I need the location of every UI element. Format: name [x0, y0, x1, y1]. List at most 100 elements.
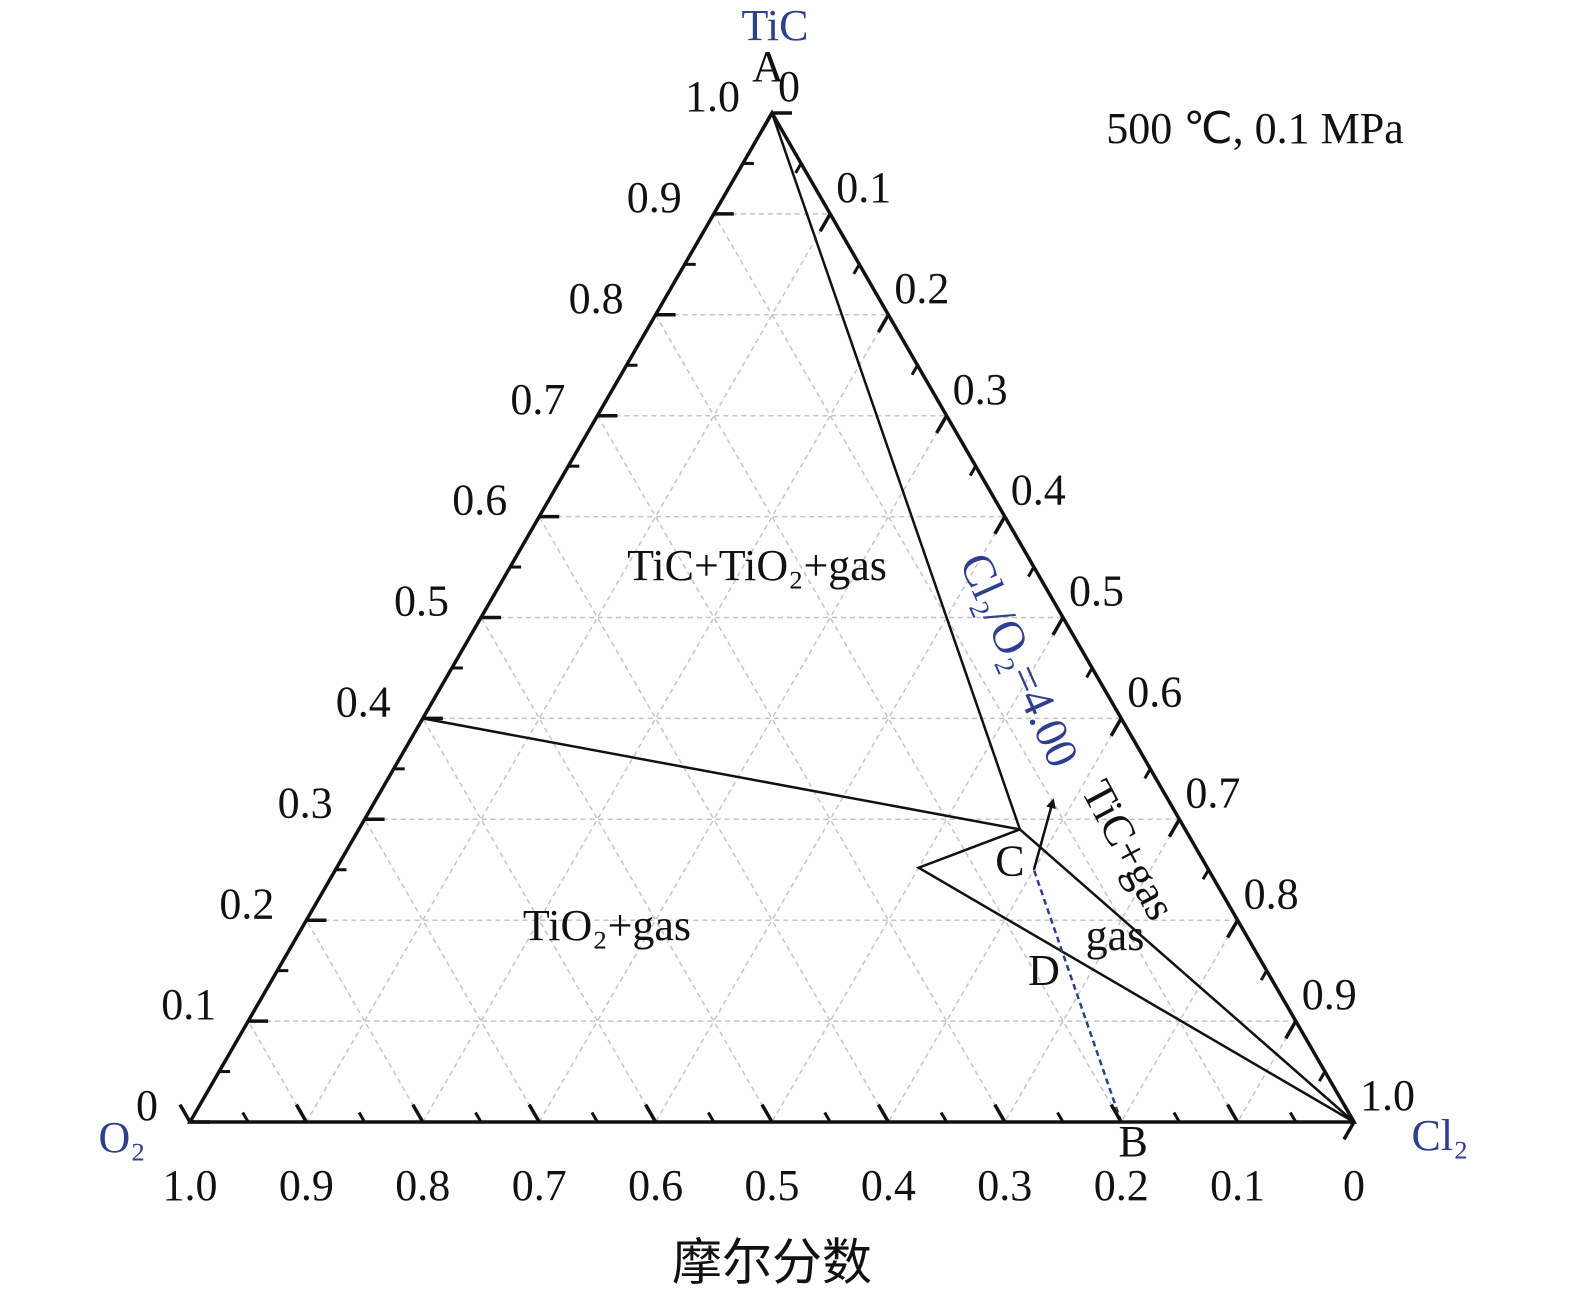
- minor-tick: [357, 1111, 366, 1123]
- minor-tick: [1027, 566, 1036, 578]
- tick-mark: [294, 1103, 308, 1123]
- point-label: C: [995, 836, 1024, 885]
- grid: [247, 213, 1297, 1123]
- tick-label: 0.6: [1127, 667, 1182, 716]
- grid-line: [538, 415, 948, 1123]
- point-label: D: [1028, 946, 1060, 995]
- annotation: 500 ℃, 0.1 MPa: [1106, 104, 1404, 153]
- minor-tick: [1085, 667, 1094, 679]
- point-label: A: [752, 42, 784, 91]
- tick-label: 0.2: [219, 879, 274, 928]
- tick-label: 0: [136, 1081, 158, 1130]
- tick-label: 0.5: [745, 1161, 800, 1210]
- tick-label: 0.8: [1244, 869, 1299, 918]
- arrow: [1032, 798, 1056, 871]
- region-label: TiC+TiO₂+gas: [627, 541, 887, 590]
- tick-mark: [993, 1103, 1007, 1123]
- tick-label: 0.7: [1185, 768, 1240, 817]
- tick-mark: [1226, 919, 1240, 939]
- tick-label: 0.7: [510, 375, 565, 424]
- tick-label: 0.2: [894, 264, 949, 313]
- minor-tick: [1318, 1070, 1327, 1082]
- tick-mark: [935, 414, 949, 434]
- tick-label: 0.8: [569, 274, 624, 323]
- minor-tick: [1201, 868, 1210, 881]
- tick-mark: [1342, 1121, 1356, 1141]
- minor-tick: [794, 162, 803, 174]
- tick-label: 0.7: [512, 1161, 567, 1210]
- tick-label: 1.0: [685, 72, 740, 121]
- tick-label: 0.1: [161, 980, 216, 1029]
- region-label: gas: [1086, 911, 1145, 960]
- tick-mark: [760, 1103, 774, 1123]
- point-label: B: [1119, 1117, 1148, 1166]
- tick-label: 0.9: [627, 173, 682, 222]
- grid-line: [305, 213, 831, 1123]
- minor-tick: [1289, 1111, 1298, 1123]
- tick-mark: [411, 1103, 425, 1123]
- region-label: TiO₂+gas: [523, 901, 691, 950]
- region-label: TiC+gas: [1072, 772, 1186, 928]
- tick-label: 0.6: [452, 476, 507, 525]
- lines: [422, 112, 1355, 1124]
- tick-mark: [876, 313, 890, 333]
- minor-tick: [968, 465, 977, 477]
- tick-mark: [1051, 616, 1065, 636]
- tick-label: 0: [1343, 1161, 1365, 1210]
- minor-tick: [939, 1111, 948, 1123]
- tick-mark: [818, 213, 832, 233]
- grid-line: [887, 718, 1122, 1123]
- tick-mark: [527, 1103, 541, 1123]
- tick-label: 0.3: [278, 778, 333, 827]
- tick-label: 0: [778, 62, 800, 111]
- vertex-label: O₂: [98, 1113, 145, 1162]
- minor-tick: [590, 1111, 599, 1123]
- tick-label: 1.0: [163, 1161, 218, 1210]
- minor-tick: [823, 1111, 832, 1123]
- phase-boundary: [770, 112, 1022, 830]
- tick-mark: [760, 112, 774, 132]
- tick-mark: [1284, 1020, 1298, 1040]
- tick-label: 0.9: [279, 1161, 334, 1210]
- tick-label: 0.5: [394, 577, 449, 626]
- vertex-label: Cl₂: [1412, 1111, 1469, 1160]
- tick-mark: [1167, 818, 1181, 838]
- minor-tick: [474, 1111, 483, 1123]
- grid-line: [422, 314, 890, 1123]
- tick-label: 0.6: [628, 1161, 683, 1210]
- grid-line: [713, 213, 1239, 1123]
- tick-label: 0.5: [1069, 567, 1124, 616]
- minor-tick: [1143, 768, 1152, 780]
- tick-mark: [1342, 1103, 1356, 1123]
- tick-mark: [1226, 1103, 1240, 1123]
- tick-mark: [178, 1103, 192, 1123]
- tick-mark: [876, 1103, 890, 1123]
- minor-tick: [1259, 969, 1268, 981]
- grid-line: [1120, 919, 1239, 1123]
- tick-label: 0.1: [1210, 1161, 1265, 1210]
- tick-mark: [1109, 1103, 1123, 1123]
- grid-line: [771, 617, 1064, 1123]
- grid-line: [305, 919, 424, 1123]
- minor-tick: [852, 263, 861, 275]
- tick-label: 0.2: [1094, 1161, 1149, 1210]
- tick-label: 0.3: [977, 1161, 1032, 1210]
- tick-label: 0.9: [1302, 970, 1357, 1019]
- tick-label: 0.3: [953, 365, 1008, 414]
- vertex-label: TiC: [742, 1, 809, 50]
- ratio-line: [1032, 869, 1123, 1123]
- tick-mark: [1109, 717, 1123, 737]
- grid-line: [363, 818, 540, 1123]
- minor-tick: [241, 1111, 250, 1123]
- tick-label: 0.4: [861, 1161, 916, 1210]
- tick-label: 1.0: [1360, 1071, 1415, 1120]
- tick-label: 0.1: [836, 163, 891, 212]
- grid-line: [596, 415, 1006, 1123]
- grid-line: [654, 314, 1122, 1123]
- tick-label: 0.4: [336, 677, 391, 726]
- tick-mark: [993, 515, 1007, 535]
- tick-label: 0.8: [395, 1161, 450, 1210]
- phase-boundary: [915, 828, 1355, 1124]
- minor-tick: [910, 364, 919, 376]
